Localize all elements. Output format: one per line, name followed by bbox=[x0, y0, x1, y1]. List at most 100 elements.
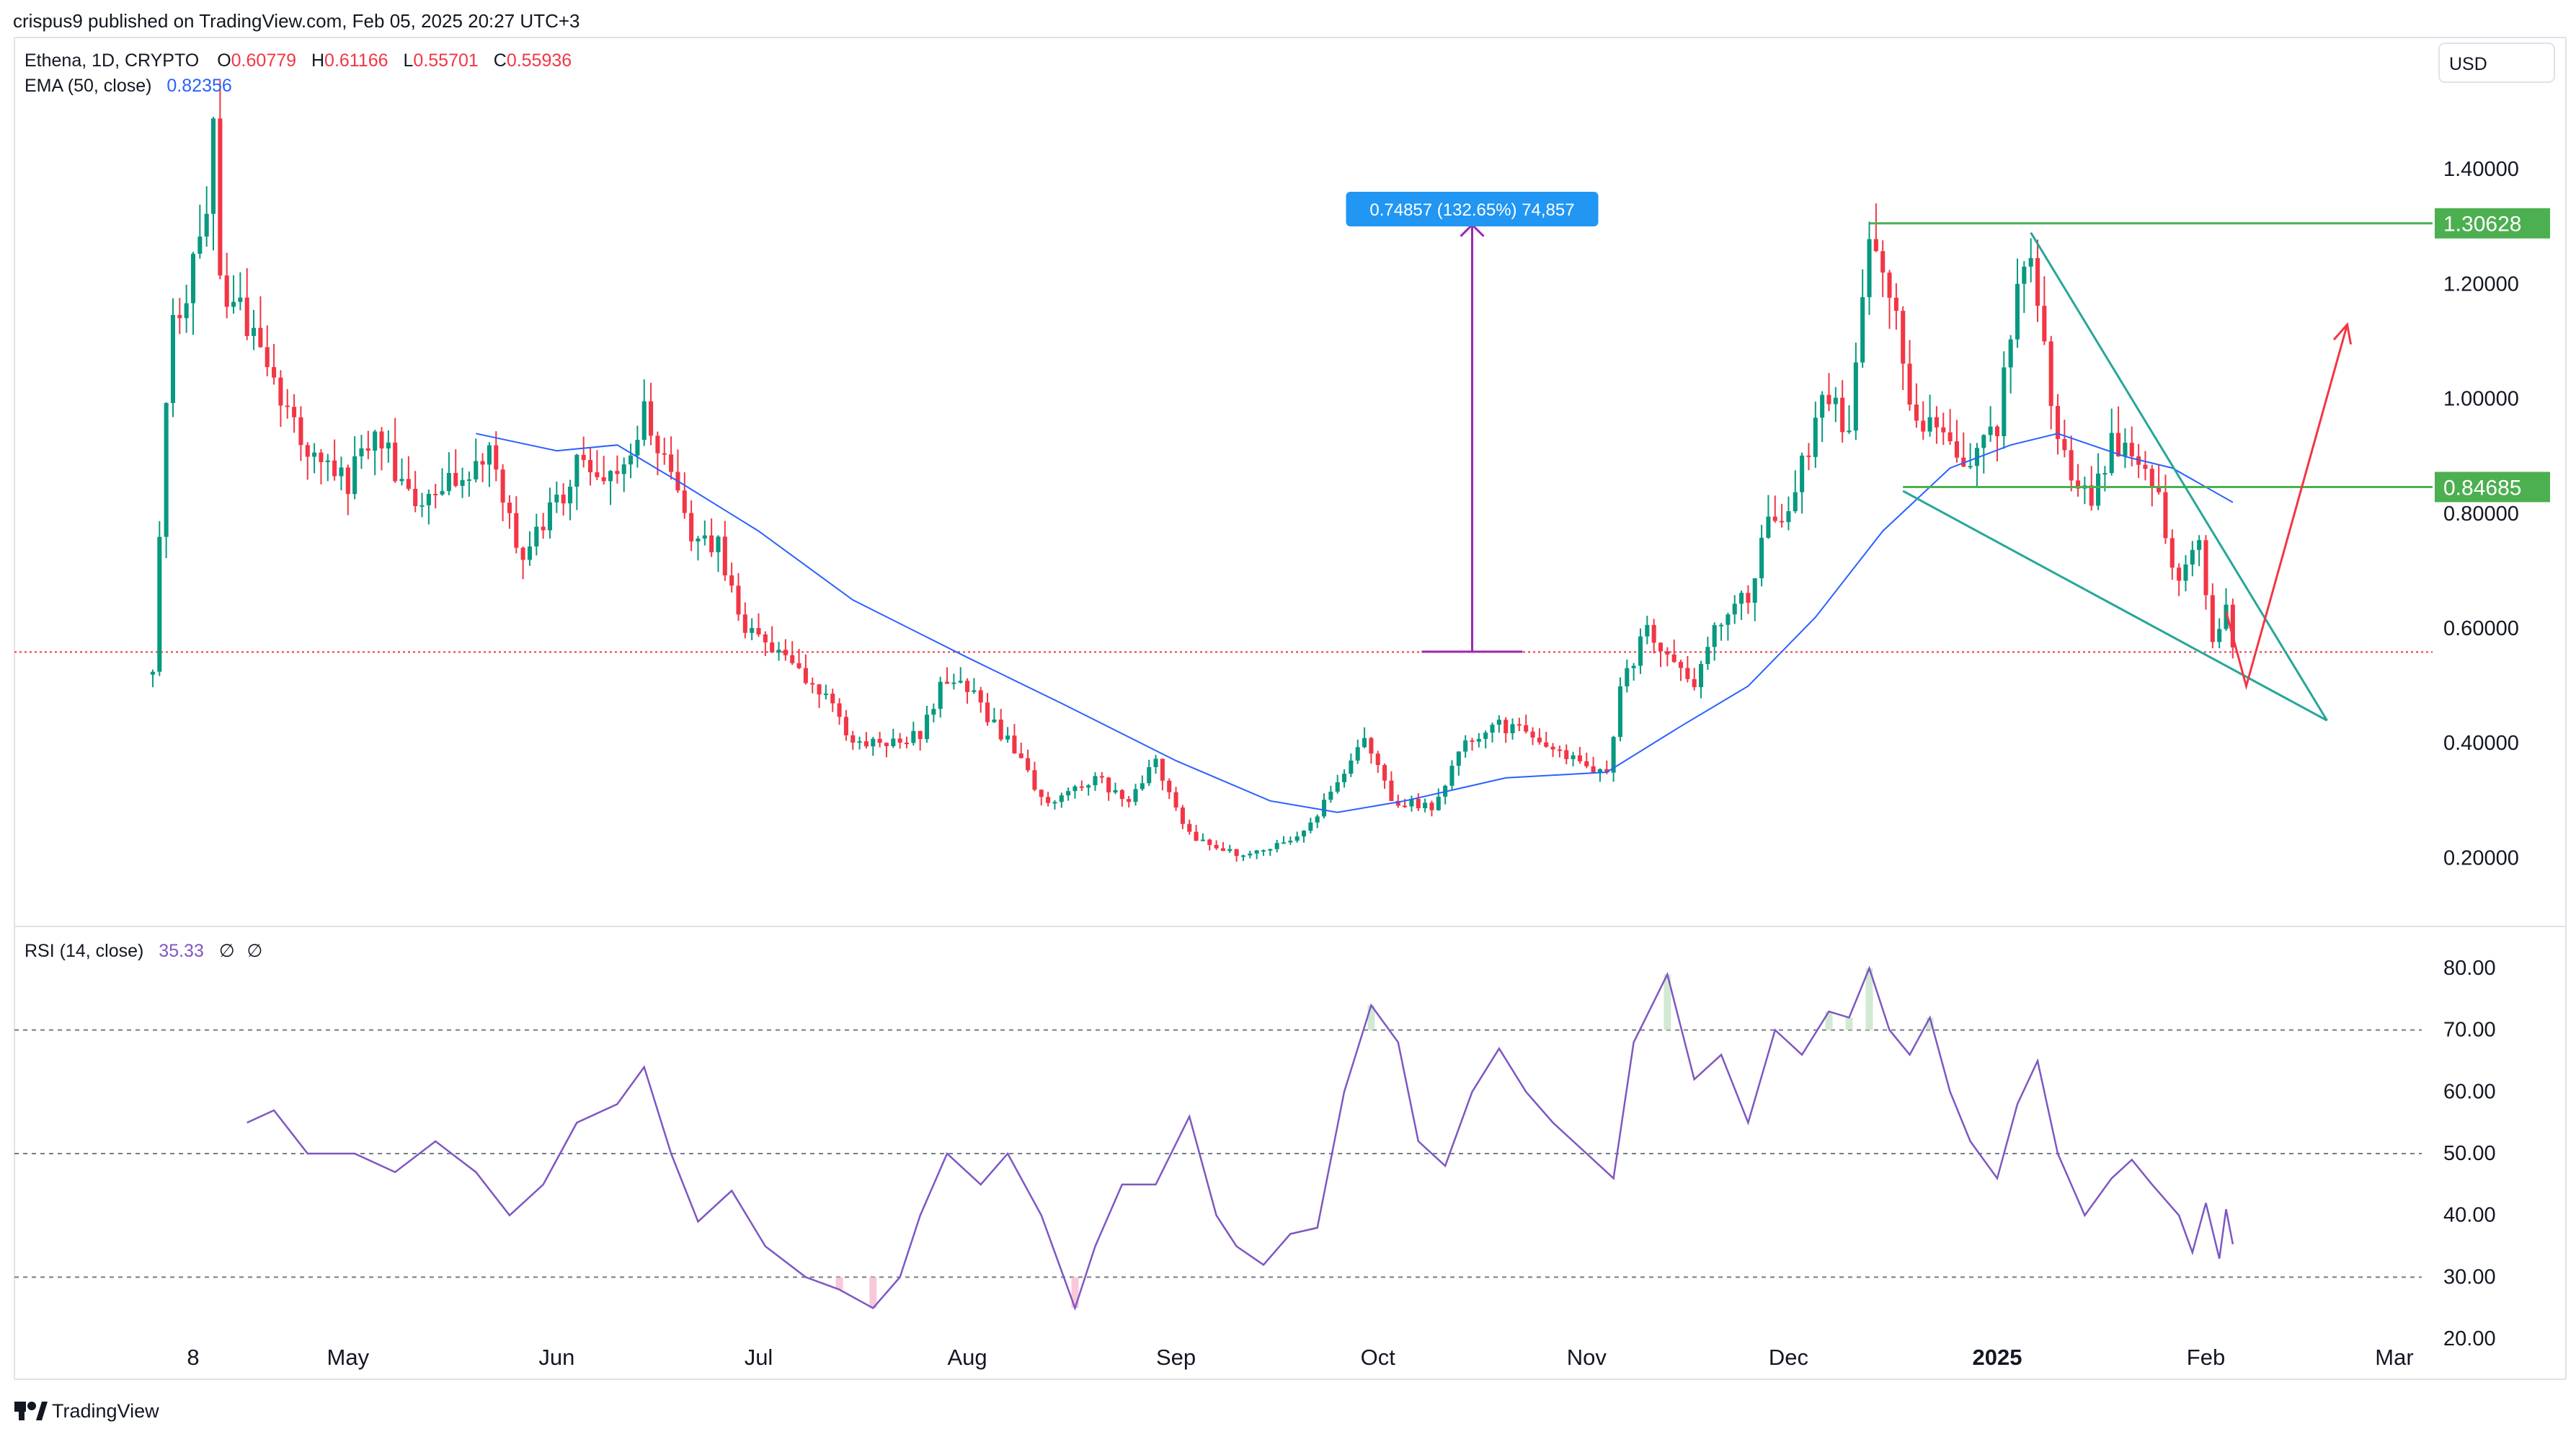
candle[interactable] bbox=[2062, 420, 2067, 458]
candle[interactable] bbox=[2129, 426, 2134, 466]
candle[interactable] bbox=[1072, 784, 1078, 799]
candle[interactable] bbox=[837, 698, 842, 725]
candle[interactable] bbox=[1449, 760, 1454, 790]
candle[interactable] bbox=[850, 730, 856, 751]
candle[interactable] bbox=[1530, 727, 1535, 746]
candle[interactable] bbox=[1200, 833, 1205, 841]
candle[interactable] bbox=[884, 742, 889, 758]
candle[interactable] bbox=[278, 370, 283, 428]
candle[interactable] bbox=[1564, 744, 1569, 765]
candle[interactable] bbox=[547, 487, 553, 539]
measure-tool[interactable] bbox=[1421, 222, 1523, 653]
candle[interactable] bbox=[722, 521, 727, 581]
candle[interactable] bbox=[1914, 383, 1919, 428]
candle[interactable] bbox=[1248, 850, 1253, 859]
rsi-legend[interactable]: RSI (14, close) 35.33 ∅ ∅ bbox=[25, 941, 262, 961]
candle[interactable] bbox=[817, 683, 822, 709]
candle[interactable] bbox=[1766, 495, 1771, 539]
candle[interactable] bbox=[319, 448, 324, 485]
candle[interactable] bbox=[379, 427, 384, 471]
candle[interactable] bbox=[1342, 769, 1347, 788]
candle[interactable] bbox=[1577, 746, 1582, 764]
candle[interactable] bbox=[1671, 640, 1676, 663]
candle[interactable] bbox=[2042, 276, 2047, 345]
candle[interactable] bbox=[1234, 849, 1239, 862]
candle[interactable] bbox=[1369, 737, 1374, 764]
candle[interactable] bbox=[460, 467, 465, 498]
candle[interactable] bbox=[170, 298, 176, 417]
candle[interactable] bbox=[2197, 535, 2202, 567]
candle[interactable] bbox=[1456, 751, 1461, 776]
candle[interactable] bbox=[1813, 401, 1818, 468]
candle[interactable] bbox=[1860, 269, 1865, 368]
candle[interactable] bbox=[1315, 814, 1320, 828]
candle[interactable] bbox=[1173, 787, 1178, 811]
candle[interactable] bbox=[1463, 735, 1468, 758]
candle[interactable] bbox=[2183, 554, 2188, 592]
candle[interactable] bbox=[985, 693, 990, 726]
candle[interactable] bbox=[1524, 714, 1529, 734]
candle[interactable] bbox=[1826, 373, 1831, 412]
candle[interactable] bbox=[877, 731, 882, 748]
candle[interactable] bbox=[1658, 642, 1664, 668]
tradingview-logo-icon[interactable] bbox=[14, 1402, 48, 1420]
candle[interactable] bbox=[312, 443, 317, 474]
ema-line[interactable] bbox=[476, 433, 2234, 813]
candle[interactable] bbox=[1901, 306, 1906, 390]
candle[interactable] bbox=[2096, 453, 2101, 510]
candle[interactable] bbox=[1079, 780, 1084, 792]
candle[interactable] bbox=[272, 344, 277, 385]
candle[interactable] bbox=[184, 284, 189, 333]
candle[interactable] bbox=[1954, 420, 1959, 463]
candle[interactable] bbox=[810, 677, 815, 694]
candle[interactable] bbox=[1119, 789, 1124, 807]
candle[interactable] bbox=[1537, 728, 1542, 745]
candle[interactable] bbox=[164, 402, 169, 559]
candle[interactable] bbox=[1719, 623, 1724, 641]
candle[interactable] bbox=[1389, 771, 1394, 802]
candle[interactable] bbox=[426, 490, 431, 525]
candle[interactable] bbox=[823, 684, 828, 700]
candle[interactable] bbox=[1375, 751, 1380, 773]
candle[interactable] bbox=[581, 436, 586, 468]
candle[interactable] bbox=[1887, 270, 1892, 329]
candle[interactable] bbox=[1436, 788, 1441, 811]
candle[interactable] bbox=[972, 678, 977, 694]
candle[interactable] bbox=[1180, 805, 1185, 829]
candle[interactable] bbox=[1328, 785, 1333, 803]
candle[interactable] bbox=[1470, 738, 1475, 751]
candle[interactable] bbox=[958, 667, 963, 684]
candle[interactable] bbox=[2055, 394, 2061, 455]
candle[interactable] bbox=[285, 389, 290, 419]
candle[interactable] bbox=[1227, 844, 1233, 853]
candle[interactable] bbox=[1133, 784, 1138, 806]
candle[interactable] bbox=[1705, 637, 1710, 671]
candle[interactable] bbox=[1510, 718, 1515, 740]
candle[interactable] bbox=[2116, 406, 2121, 457]
candle[interactable] bbox=[1476, 733, 1481, 748]
candle[interactable] bbox=[587, 448, 593, 486]
candle[interactable] bbox=[871, 737, 876, 756]
candle[interactable] bbox=[373, 430, 378, 476]
candle[interactable] bbox=[1685, 655, 1690, 683]
candle[interactable] bbox=[1274, 839, 1279, 853]
candle[interactable] bbox=[365, 430, 370, 460]
candle[interactable] bbox=[1699, 660, 1704, 699]
candle[interactable] bbox=[2136, 443, 2141, 478]
candle[interactable] bbox=[487, 442, 492, 487]
candle[interactable] bbox=[965, 678, 970, 704]
candle[interactable] bbox=[1651, 619, 1656, 654]
candle[interactable] bbox=[1557, 746, 1562, 758]
candle[interactable] bbox=[803, 654, 808, 685]
candle[interactable] bbox=[1820, 391, 1825, 443]
candle[interactable] bbox=[150, 669, 155, 688]
rsi-line[interactable] bbox=[247, 965, 2234, 1311]
candle[interactable] bbox=[1847, 405, 1852, 434]
candle[interactable] bbox=[1220, 841, 1225, 851]
candle[interactable] bbox=[2022, 261, 2027, 314]
candle[interactable] bbox=[494, 431, 499, 482]
candle[interactable] bbox=[2109, 408, 2114, 476]
candle[interactable] bbox=[1409, 795, 1414, 812]
candle[interactable] bbox=[1012, 724, 1017, 754]
candle[interactable] bbox=[702, 521, 707, 546]
